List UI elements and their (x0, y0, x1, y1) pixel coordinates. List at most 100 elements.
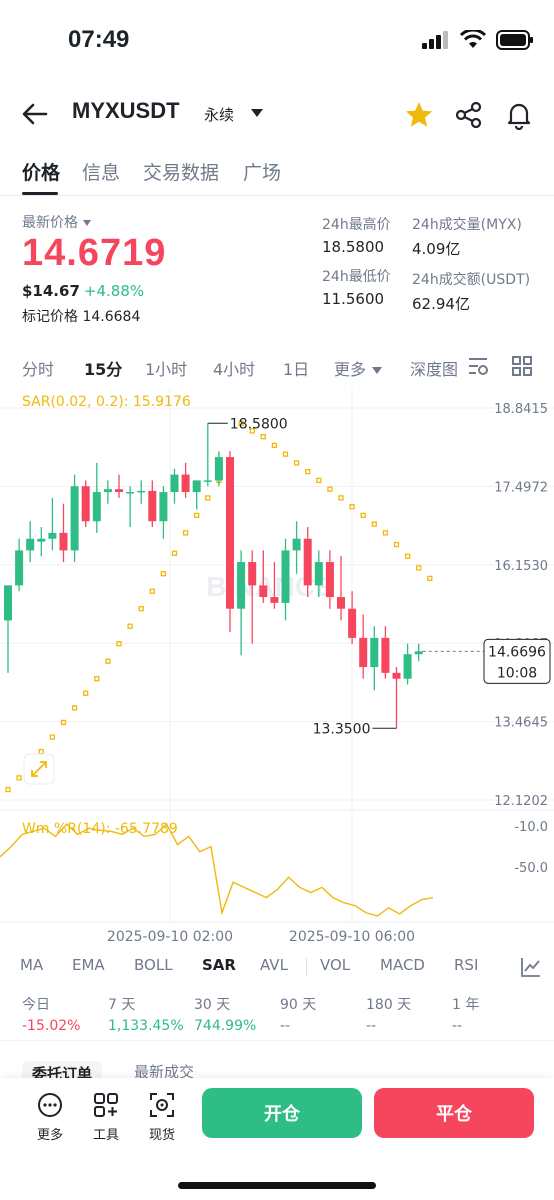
sar-dot (371, 521, 377, 527)
williams-r-panel: -10.0 -50.0 (0, 820, 548, 917)
grid-icon[interactable] (510, 354, 534, 378)
caret-down-icon[interactable] (250, 108, 264, 118)
sar-dot (194, 512, 200, 519)
interval-1d[interactable]: 1日 (283, 360, 310, 379)
usd-price: $14.67 (22, 282, 80, 300)
indicator-vol[interactable]: VOL (320, 956, 351, 974)
indicator-rsi[interactable]: RSI (454, 956, 479, 974)
indicator-ma[interactable]: MA (20, 956, 44, 974)
tab-open-orders[interactable]: 委托订单 (22, 1061, 103, 1080)
expand-icon (31, 761, 47, 777)
share-icon[interactable] (454, 100, 484, 130)
candle-body (248, 562, 257, 586)
open-position-button[interactable]: 开仓 (202, 1088, 362, 1138)
sar-dot (360, 512, 366, 519)
low-label: 24h最低价 (322, 269, 391, 285)
interval-4h[interactable]: 4小时 (213, 360, 256, 379)
sar-dot (293, 460, 300, 466)
candlestick-chart[interactable]: BINANCE SAR(0.02, 0.2): 15.9176 18.84151… (0, 388, 554, 948)
close-position-button[interactable]: 平仓 (374, 1088, 534, 1138)
y-tick-label: 17.4972 (494, 480, 548, 495)
back-arrow-icon[interactable] (20, 100, 50, 128)
tab-square[interactable]: 广场 (243, 162, 282, 184)
expand-button[interactable] (23, 753, 55, 785)
candle-body (92, 492, 101, 522)
interval-line[interactable]: 分时 (22, 360, 55, 379)
chart-grid (0, 388, 554, 923)
price-change: +4.88% (83, 282, 145, 300)
more-button[interactable]: 更多 (30, 1092, 70, 1143)
candle-body (270, 597, 279, 603)
candles (4, 423, 423, 729)
tools-button[interactable]: 工具 (86, 1092, 126, 1143)
candle-body (281, 550, 290, 603)
sar-dot (205, 495, 211, 501)
chart-area[interactable]: BINANCE SAR(0.02, 0.2): 15.9176 18.8415 1… (0, 388, 554, 948)
candle-body (226, 457, 234, 609)
sar-dot (127, 623, 133, 629)
candle-body (37, 538, 46, 542)
sar-dot (327, 486, 333, 492)
high-label: 24h最高价 (322, 217, 391, 233)
last-price: 14.6719 (22, 232, 167, 274)
candle-body (325, 562, 334, 598)
candle-body (348, 608, 357, 638)
sar-dot (260, 434, 266, 440)
bottom-bar: 更多 工具 现货 开仓 平仓 (0, 1078, 554, 1200)
interval-more[interactable]: 更多 (334, 356, 383, 380)
perf-1y: 1 年 -- (452, 997, 480, 1034)
tab-info[interactable]: 信息 (82, 162, 121, 184)
symbol-title[interactable]: MYXUSDT (72, 98, 180, 123)
indicator-macd[interactable]: MACD (380, 956, 425, 974)
sar-dot (404, 553, 411, 559)
candle-body (70, 486, 79, 551)
sar-dot (116, 641, 122, 647)
stats-col-2: 24h成交量(MYX) 4.09亿 24h成交额(USDT) 62.94亿 (412, 214, 530, 314)
perf-today: 今日 -15.02% (22, 997, 81, 1034)
interval-depth[interactable]: 深度图 (410, 360, 458, 379)
sar-dot (349, 504, 355, 510)
x-tick-label: 2025-09-10 02:00 (107, 929, 233, 945)
high-marker-label: 18.5800 (230, 416, 288, 432)
sar-dot (338, 495, 344, 501)
indicator-ema[interactable]: EMA (72, 956, 105, 974)
sar-dot (427, 575, 433, 582)
indicator-settings-icon[interactable] (520, 956, 542, 978)
candle-body (59, 532, 68, 551)
candle-body (381, 637, 390, 673)
y-tick-label: 12.1202 (494, 794, 548, 809)
indicator-sar[interactable]: SAR (202, 956, 236, 974)
indicator-boll[interactable]: BOLL (134, 956, 173, 974)
high-value: 18.5800 (322, 238, 385, 256)
last-price-label[interactable]: 最新价格 (22, 212, 92, 232)
interval-1h[interactable]: 1小时 (145, 360, 188, 379)
tab-latest-trades[interactable]: 最新成交 (134, 1063, 195, 1080)
interval-bar: 分时 15分 1小时 4小时 1日 更多 深度图 (0, 350, 554, 384)
caret-down-icon (372, 367, 383, 374)
candle-body (48, 532, 57, 539)
candle-body (237, 562, 246, 609)
sar-dot (271, 442, 278, 449)
sar-series (5, 420, 433, 793)
sar-dot (316, 477, 322, 484)
tools-icon (94, 1093, 118, 1117)
turnover-value: 62.94亿 (412, 295, 470, 313)
indicator-avl[interactable]: AVL (260, 956, 288, 974)
chart-settings-icon[interactable] (466, 354, 490, 378)
candle-body (137, 490, 146, 493)
contract-type[interactable]: 永续 (204, 106, 235, 124)
tab-price[interactable]: 价格 (22, 162, 61, 184)
signal-icon (422, 31, 448, 49)
candle-body (203, 480, 212, 482)
candle-body (359, 637, 368, 668)
star-icon[interactable] (404, 100, 434, 130)
current-price-label: 14.6696 (488, 644, 546, 660)
spot-button[interactable]: 现货 (142, 1092, 182, 1143)
interval-15m[interactable]: 15分 (84, 360, 123, 379)
candle-body (214, 457, 223, 481)
sar-dot (182, 530, 189, 536)
bell-icon[interactable] (504, 100, 534, 130)
perf-90d: 90 天 -- (280, 997, 317, 1034)
tab-trading-data[interactable]: 交易数据 (143, 162, 220, 184)
candle-body (314, 562, 323, 586)
